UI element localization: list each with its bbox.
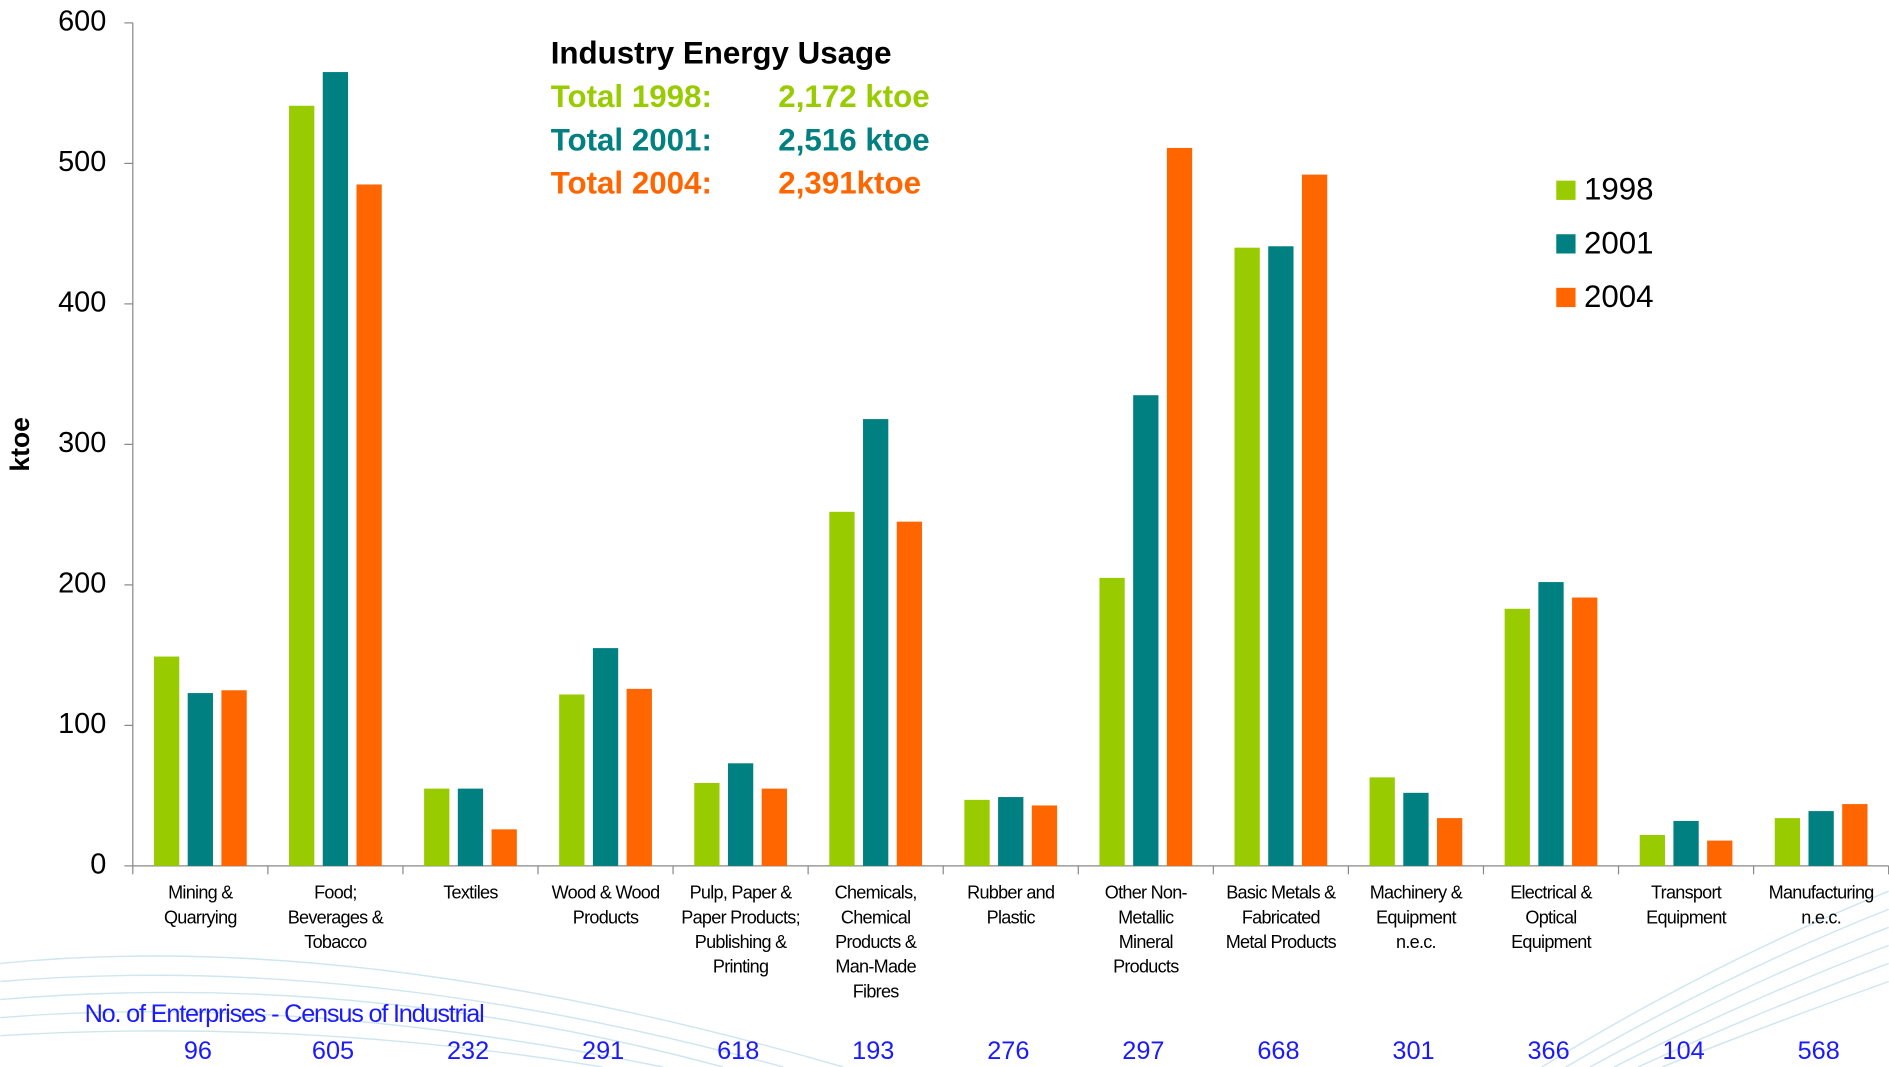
enterprise-count: 605 xyxy=(312,1037,354,1065)
y-tick-label: 600 xyxy=(58,6,106,38)
enterprise-count: 297 xyxy=(1122,1037,1164,1065)
bar xyxy=(1808,811,1834,866)
enterprise-count: 193 xyxy=(852,1037,894,1065)
bar xyxy=(289,105,315,866)
x-tick-label: Pulp, Paper & Paper Products; Publishing &… xyxy=(681,882,800,976)
bar xyxy=(1268,246,1294,866)
bar xyxy=(1572,597,1598,866)
legend-swatch xyxy=(1556,180,1576,200)
bar xyxy=(153,656,180,866)
bar xyxy=(1842,804,1868,866)
y-tick-label: 0 xyxy=(90,849,106,881)
bar xyxy=(863,419,889,866)
background-swoosh xyxy=(0,890,1889,1067)
bar xyxy=(221,690,247,866)
annotation-label: Total 2004: xyxy=(551,166,712,201)
enterprise-count: 568 xyxy=(1798,1037,1840,1065)
bar xyxy=(559,694,585,866)
bar xyxy=(187,693,213,866)
bar xyxy=(1639,834,1665,866)
y-tick-label: 200 xyxy=(58,568,106,600)
y-axis-label: ktoe xyxy=(5,417,35,471)
y-tick-label: 300 xyxy=(58,427,106,459)
enterprise-count: 668 xyxy=(1257,1037,1299,1065)
bar xyxy=(626,688,652,866)
bar xyxy=(1166,147,1193,866)
enterprise-count: 96 xyxy=(184,1037,212,1065)
bar xyxy=(998,797,1024,866)
legend-swatch xyxy=(1556,287,1576,308)
bar xyxy=(356,184,382,866)
y-tick-label: 500 xyxy=(58,146,106,178)
bar xyxy=(1504,608,1530,866)
x-tick-label: Food; Beverages & Tobacco xyxy=(288,882,384,951)
bar xyxy=(829,511,855,866)
bar xyxy=(491,829,517,866)
legend-label: 2004 xyxy=(1584,279,1654,314)
enterprise-count: 291 xyxy=(582,1037,624,1065)
bar xyxy=(1369,777,1395,866)
bar xyxy=(964,799,990,866)
bar xyxy=(457,788,484,866)
enterprise-count: 618 xyxy=(717,1037,759,1065)
legend-label: 1998 xyxy=(1584,172,1654,207)
chart-title: Industry Energy Usage xyxy=(551,36,892,71)
bar xyxy=(1673,820,1699,866)
bar xyxy=(1234,247,1260,866)
bar xyxy=(1538,582,1564,866)
bar xyxy=(761,788,787,866)
x-tick-label: Transport Equipment xyxy=(1646,882,1726,927)
enterprises-label: No. of Enterprises - Census of Industria… xyxy=(85,1000,484,1028)
bar xyxy=(727,763,754,866)
annotation-value: 2,172 ktoe xyxy=(778,79,929,114)
bar xyxy=(1403,792,1429,866)
bar xyxy=(1031,805,1058,866)
x-tick-label: Electrical & Optical Equipment xyxy=(1510,882,1592,951)
bar xyxy=(1301,174,1328,866)
x-tick-label: Chemicals, Chemical Products & Man-Made Fibr… xyxy=(835,882,917,1001)
bar xyxy=(1437,818,1463,866)
enterprise-count: 104 xyxy=(1663,1037,1705,1065)
x-tick-label: Basic Metals & Fabricated Metal Products xyxy=(1226,882,1337,951)
enterprise-count: 301 xyxy=(1392,1037,1434,1065)
y-tick-label: 400 xyxy=(58,287,106,319)
annotation-value: 2,391ktoe xyxy=(778,166,921,201)
bar xyxy=(1099,577,1125,866)
annotation-label: Total 2001: xyxy=(551,122,712,157)
y-tick-label: 100 xyxy=(58,708,106,740)
enterprise-count: 366 xyxy=(1527,1037,1569,1065)
bar xyxy=(694,782,720,866)
x-tick-label: Rubber and Plastic xyxy=(967,882,1054,927)
x-tick-label: Machinery & Equipment n.e.c. xyxy=(1370,882,1463,951)
x-tick-label: Other Non-Metallic Mineral Products xyxy=(1105,882,1188,976)
x-tick-label: Textiles xyxy=(443,882,498,902)
enterprise-count: 276 xyxy=(987,1037,1029,1065)
bar xyxy=(1133,395,1159,866)
annotation-value: 2,516 ktoe xyxy=(778,122,929,157)
bar xyxy=(592,648,619,866)
x-tick-label: Manufacturing n.e.c. xyxy=(1769,882,1874,927)
x-tick-label: Wood & Wood Products xyxy=(552,882,660,927)
legend-swatch xyxy=(1556,234,1576,254)
legend-label: 2001 xyxy=(1584,225,1654,260)
bar xyxy=(424,788,450,866)
enterprise-count: 232 xyxy=(447,1037,489,1065)
bar xyxy=(1707,840,1733,866)
bar xyxy=(896,521,923,866)
bar xyxy=(1774,818,1801,866)
bar xyxy=(322,72,349,866)
x-tick-label: Mining & Quarrying xyxy=(164,882,237,927)
annotation-label: Total 1998: xyxy=(551,79,712,114)
